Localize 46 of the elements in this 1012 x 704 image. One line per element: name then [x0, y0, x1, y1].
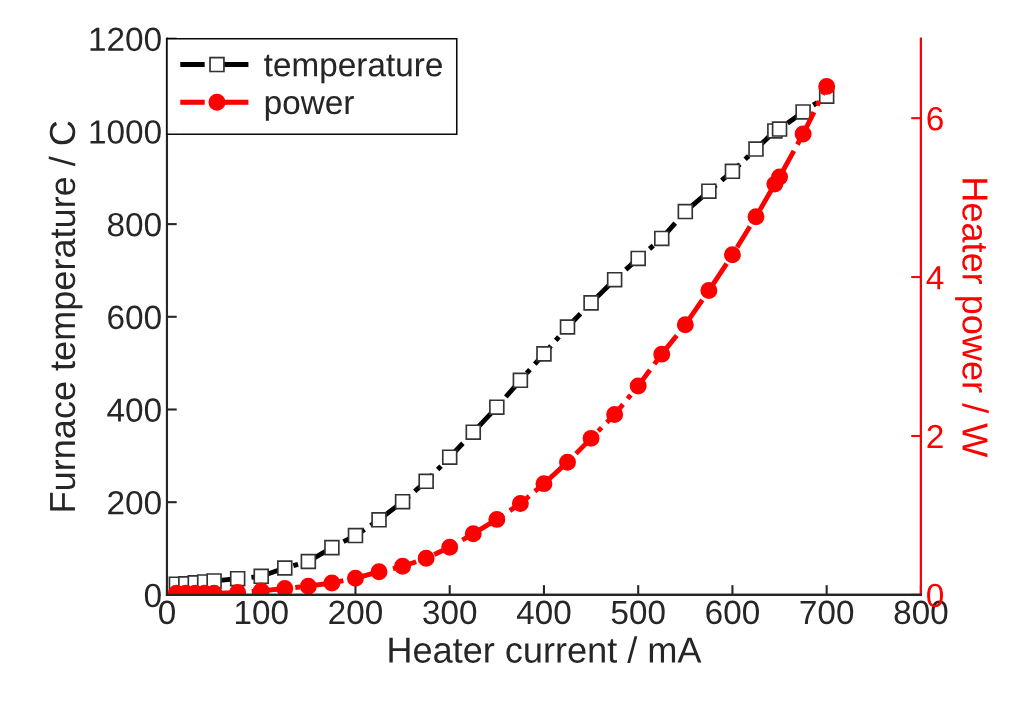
point: [346, 569, 364, 587]
y-tick-label: 0: [144, 583, 161, 608]
y-axis-title: Furnace temperature / C: [48, 121, 83, 511]
y-tick-label: 400: [107, 398, 161, 422]
y2-axis-title: Heater power / W: [955, 179, 989, 458]
point: [653, 345, 671, 363]
x-tick-label: 500: [611, 600, 665, 625]
point: [464, 525, 482, 543]
point: [370, 563, 388, 581]
point: [488, 510, 506, 528]
point: [441, 538, 459, 556]
point: [771, 168, 789, 186]
point: [276, 580, 294, 595]
x-tick-label: 300: [423, 600, 477, 625]
point: [394, 557, 412, 575]
x-axis-title: Heater current / mA: [389, 636, 702, 663]
x-tick-label: 700: [800, 600, 854, 625]
y-tick-label: 800: [107, 212, 161, 237]
y-tick-label: 600: [108, 305, 161, 330]
point: [700, 282, 718, 300]
point: [723, 246, 741, 264]
point: [606, 406, 624, 423]
x-tick-label: 600: [706, 600, 759, 625]
point: [794, 125, 812, 143]
x-tick-label: 200: [329, 600, 382, 625]
point: [323, 574, 341, 592]
x-tick-label: 400: [516, 600, 571, 625]
point: [747, 208, 765, 226]
point: [629, 377, 647, 395]
legend-label: temperature: [264, 54, 442, 84]
point: [582, 429, 600, 447]
y2-tick-label: 2: [927, 424, 943, 449]
y-tick-label: 200: [108, 490, 161, 515]
legend-label: power: [265, 96, 354, 121]
point: [417, 549, 435, 567]
point: [676, 316, 694, 334]
point: [535, 475, 553, 493]
point: [511, 495, 529, 512]
x-tick-label: 100: [235, 600, 288, 625]
point: [559, 453, 576, 471]
point: [818, 77, 836, 95]
y2-tick-label: 6: [927, 106, 943, 131]
y-tick-label: 1000: [90, 120, 161, 144]
y-tick-label: 1200: [90, 27, 161, 52]
y2-tick-label: 4: [926, 266, 944, 290]
point: [299, 577, 317, 595]
